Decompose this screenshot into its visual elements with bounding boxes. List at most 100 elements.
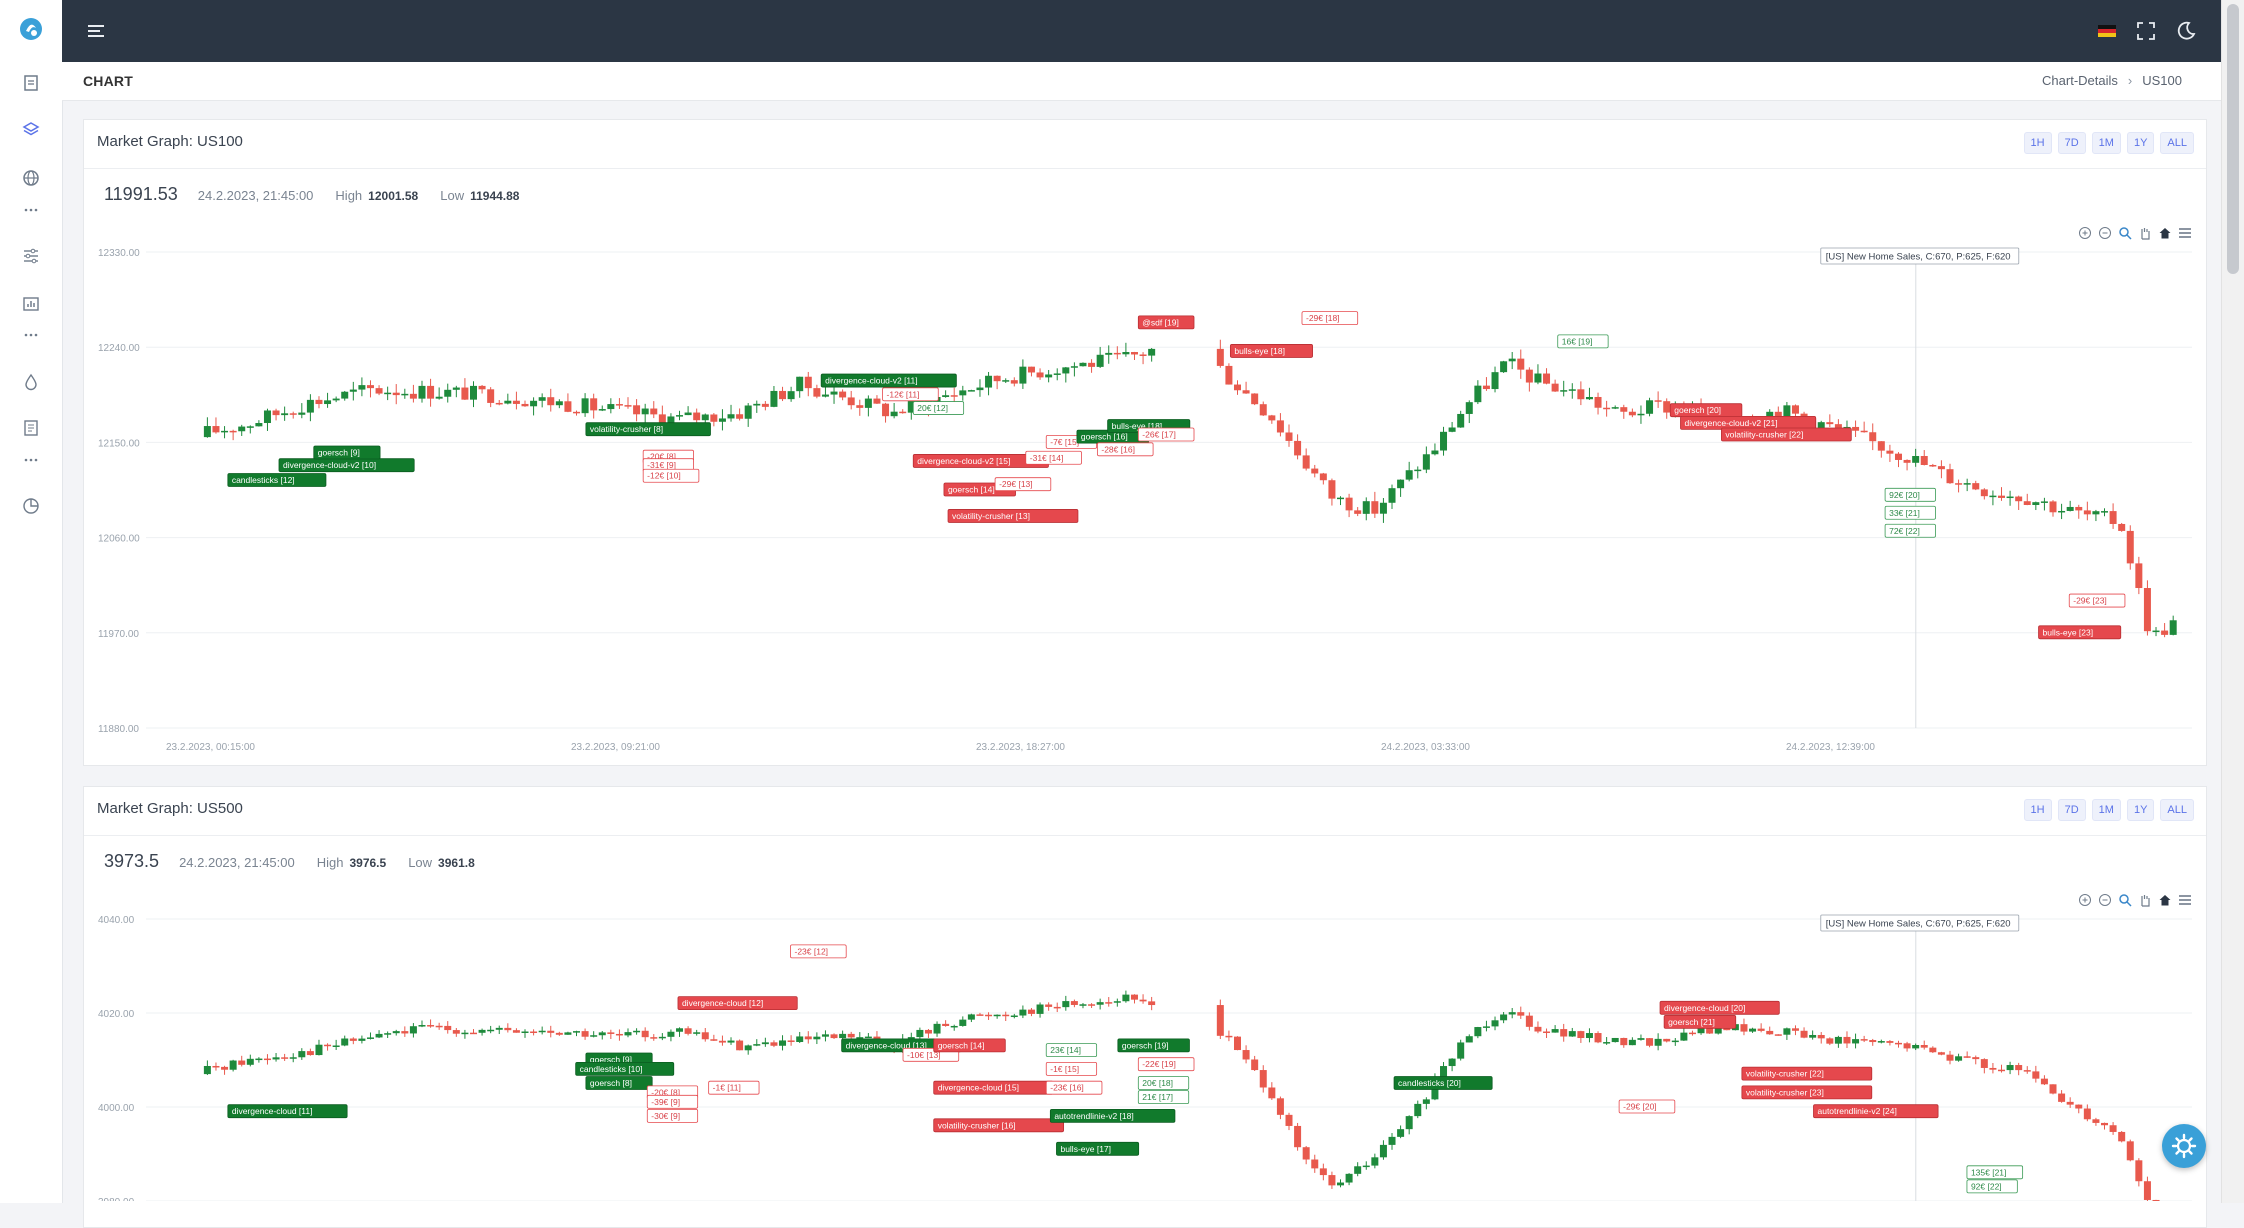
- signal-label[interactable]: 33€ [21]: [1889, 508, 1920, 518]
- globe-icon[interactable]: [0, 169, 62, 187]
- german-flag-icon[interactable]: [2096, 20, 2118, 42]
- chart-menu-icon[interactable]: [2178, 226, 2192, 240]
- signal-label[interactable]: 16€ [19]: [1562, 336, 1593, 346]
- page-scrollbar[interactable]: [2221, 0, 2244, 1203]
- signal-label[interactable]: autotrendlinie-v2 [24]: [1817, 1106, 1896, 1116]
- signal-label[interactable]: -30€ [9]: [651, 1111, 680, 1121]
- zoom-select-icon[interactable]: [2118, 226, 2132, 240]
- signal-label[interactable]: volatility-crusher [13]: [952, 511, 1030, 521]
- zoom-out-icon[interactable]: [2098, 893, 2112, 907]
- signal-label[interactable]: 92€ [22]: [1971, 1181, 2002, 1191]
- signal-label[interactable]: 21€ [17]: [1142, 1092, 1173, 1102]
- signal-label[interactable]: -23€ [16]: [1050, 1083, 1084, 1093]
- signal-label[interactable]: -20€ [8]: [651, 1087, 680, 1097]
- signal-label[interactable]: -31€ [14]: [1030, 453, 1064, 463]
- signal-label[interactable]: bulls-eye [17]: [1060, 1144, 1111, 1154]
- signal-label[interactable]: divergence-cloud [15]: [938, 1083, 1019, 1093]
- signal-label[interactable]: bulls-eye [18]: [1112, 421, 1163, 431]
- signal-label[interactable]: goersch [20]: [1674, 405, 1721, 415]
- signal-label[interactable]: goersch [9]: [590, 1055, 632, 1065]
- signal-label[interactable]: -39€ [9]: [651, 1097, 680, 1107]
- signal-label[interactable]: divergence-cloud-v2 [21]: [1685, 418, 1778, 428]
- signal-label[interactable]: goersch [14]: [948, 485, 995, 495]
- signal-label[interactable]: -22€ [19]: [1142, 1059, 1176, 1069]
- pan-hand-icon[interactable]: [2138, 226, 2152, 240]
- scrollbar-thumb[interactable]: [2227, 4, 2239, 274]
- signal-label[interactable]: -20€ [8]: [647, 452, 676, 462]
- signal-label[interactable]: volatility-crusher [16]: [938, 1120, 1016, 1130]
- settings-fab-button[interactable]: [2162, 1124, 2206, 1168]
- signal-label[interactable]: -1€ [15]: [1050, 1064, 1079, 1074]
- signal-label[interactable]: -29€ [23]: [2073, 596, 2107, 606]
- zoom-out-icon[interactable]: [2098, 226, 2112, 240]
- signal-label[interactable]: -29€ [18]: [1306, 313, 1340, 323]
- signal-label[interactable]: divergence-cloud [20]: [1664, 1003, 1745, 1013]
- signal-label[interactable]: goersch [8]: [590, 1078, 632, 1088]
- signal-label[interactable]: -29€ [13]: [999, 479, 1033, 489]
- signal-label[interactable]: 135€ [21]: [1971, 1167, 2006, 1177]
- signal-label[interactable]: goersch [14]: [938, 1040, 985, 1050]
- range-1h-button[interactable]: 1H: [2023, 132, 2052, 154]
- reset-home-icon[interactable]: [2158, 226, 2172, 240]
- range-1y-button[interactable]: 1Y: [2126, 132, 2155, 154]
- signal-label[interactable]: -29€ [20]: [1623, 1102, 1657, 1112]
- pan-hand-icon[interactable]: [2138, 893, 2152, 907]
- signal-label[interactable]: volatility-crusher [23]: [1746, 1087, 1824, 1097]
- signal-label[interactable]: -26€ [17]: [1142, 429, 1176, 439]
- signal-label[interactable]: -31€ [9]: [647, 460, 676, 470]
- signal-label[interactable]: divergence-cloud [12]: [682, 998, 763, 1008]
- signal-label[interactable]: goersch [21]: [1668, 1017, 1715, 1027]
- candlestick-chart-us500[interactable]: 4040.00 4020.00 4000.00 3980.00 [US] New Hom…: [84, 901, 2206, 1201]
- signal-label[interactable]: candlesticks [20]: [1398, 1078, 1461, 1088]
- candlestick-chart-us100[interactable]: 12330.00 12240.00 12150.00 12060.00 11970.00…: [84, 234, 2206, 759]
- range-7d-button[interactable]: 7D: [2057, 132, 2086, 154]
- zoom-in-icon[interactable]: [2078, 893, 2092, 907]
- dark-mode-moon-icon[interactable]: [2175, 20, 2197, 42]
- fullscreen-icon[interactable]: [2135, 20, 2157, 42]
- breadcrumb-link[interactable]: Chart-Details: [2042, 73, 2118, 88]
- signal-label[interactable]: 23€ [14]: [1050, 1045, 1081, 1055]
- signal-label[interactable]: divergence-cloud-v2 [15]: [917, 456, 1010, 466]
- signal-label[interactable]: 72€ [22]: [1889, 526, 1920, 536]
- range-all-button[interactable]: ALL: [2160, 799, 2194, 821]
- signal-label[interactable]: candlesticks [10]: [580, 1064, 643, 1074]
- signal-label[interactable]: 20€ [18]: [1142, 1078, 1173, 1088]
- signal-label[interactable]: -23€ [12]: [794, 946, 828, 956]
- drop-icon[interactable]: [0, 373, 62, 391]
- signal-label[interactable]: bulls-eye [18]: [1234, 346, 1285, 356]
- range-1m-button[interactable]: 1M: [2091, 799, 2121, 821]
- signal-label[interactable]: -1€ [11]: [713, 1083, 741, 1093]
- signal-label[interactable]: 20€ [12]: [917, 403, 948, 413]
- signal-label[interactable]: volatility-crusher [8]: [590, 424, 663, 434]
- range-all-button[interactable]: ALL: [2160, 132, 2194, 154]
- signal-label[interactable]: bulls-eye [23]: [2043, 627, 2094, 637]
- signal-label[interactable]: goersch [16]: [1081, 432, 1128, 442]
- signal-label[interactable]: goersch [19]: [1122, 1040, 1169, 1050]
- signal-label[interactable]: goersch [9]: [318, 447, 360, 457]
- signal-label[interactable]: volatility-crusher [22]: [1725, 429, 1803, 439]
- document-icon[interactable]: [0, 74, 62, 92]
- zoom-select-icon[interactable]: [2118, 893, 2132, 907]
- range-7d-button[interactable]: 7D: [2057, 799, 2086, 821]
- signal-label[interactable]: divergence-cloud [11]: [232, 1106, 313, 1116]
- signal-label[interactable]: -28€ [16]: [1101, 444, 1135, 454]
- signal-label[interactable]: divergence-cloud-v2 [10]: [283, 460, 376, 470]
- chart-menu-icon[interactable]: [2178, 893, 2192, 907]
- logo-icon[interactable]: [18, 16, 44, 42]
- signal-label[interactable]: divergence-cloud-v2 [11]: [825, 376, 917, 386]
- range-1y-button[interactable]: 1Y: [2126, 799, 2155, 821]
- signal-label[interactable]: volatility-crusher [22]: [1746, 1069, 1824, 1079]
- signal-label[interactable]: -10€ [13]: [907, 1050, 941, 1060]
- reset-home-icon[interactable]: [2158, 893, 2172, 907]
- signal-label[interactable]: -7€ [15]: [1050, 437, 1079, 447]
- signal-label[interactable]: autotrendlinie-v2 [18]: [1054, 1111, 1133, 1121]
- pie-chart-icon[interactable]: [0, 497, 62, 515]
- signal-label[interactable]: divergence-cloud [13]: [846, 1040, 927, 1050]
- signal-label[interactable]: 92€ [20]: [1889, 490, 1920, 500]
- range-1h-button[interactable]: 1H: [2023, 799, 2052, 821]
- zoom-in-icon[interactable]: [2078, 226, 2092, 240]
- signal-label[interactable]: -12€ [11]: [887, 389, 920, 399]
- bar-chart-icon[interactable]: [0, 295, 62, 313]
- signal-label[interactable]: candlesticks [12]: [232, 475, 295, 485]
- sliders-icon[interactable]: [0, 247, 62, 265]
